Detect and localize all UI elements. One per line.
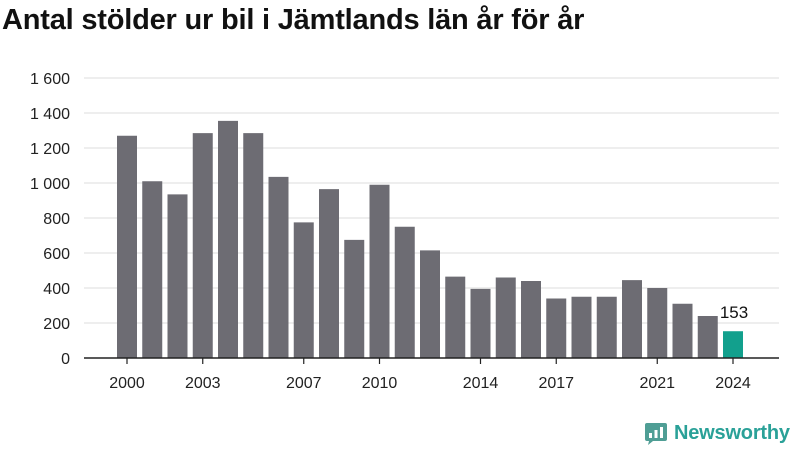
y-tick-label: 200: [43, 316, 70, 333]
newsworthy-logo-icon: [645, 423, 667, 445]
y-tick-label: 1 000: [30, 176, 70, 193]
bar: [167, 194, 188, 358]
bar: [369, 184, 390, 358]
bar: [394, 226, 415, 358]
bar: [218, 120, 238, 358]
bar: [672, 303, 693, 358]
y-tick-label: 600: [43, 246, 70, 263]
bar: [571, 296, 592, 358]
x-tick-label: 2017: [538, 375, 574, 392]
x-tick-label: 2014: [463, 375, 499, 392]
x-tick-label: 2000: [109, 375, 145, 392]
bar: [117, 135, 137, 358]
x-tick-label: 2003: [185, 375, 221, 392]
bar: [546, 298, 567, 358]
y-tick-label: 800: [43, 211, 70, 228]
bar: [192, 133, 213, 358]
bar: [495, 277, 516, 358]
y-tick-label: 400: [43, 281, 70, 298]
bar: [647, 288, 668, 358]
y-tick-label: 1 600: [30, 71, 70, 88]
bar: [243, 133, 264, 358]
bar: [344, 239, 365, 358]
y-tick-label: 0: [61, 351, 70, 368]
y-tick-label: 1 400: [30, 106, 70, 123]
bar: [596, 296, 617, 358]
bar: [697, 316, 718, 358]
x-tick-label: 2024: [715, 375, 751, 392]
chart-title: Antal stölder ur bil i Jämtlands län år …: [2, 4, 585, 36]
bar: [445, 276, 466, 358]
bar: [293, 222, 314, 358]
bar: [470, 288, 491, 358]
data-label: 153: [720, 303, 748, 322]
bar: [521, 281, 541, 358]
brand-name: Newsworthy: [674, 421, 790, 444]
newsworthy-brand[interactable]: Newsworthy: [644, 420, 790, 446]
bar: [420, 250, 440, 358]
bar: [268, 176, 289, 358]
x-tick-label: 2007: [286, 375, 322, 392]
highlight-bar: [723, 331, 743, 358]
x-tick-label: 2010: [362, 375, 398, 392]
bar: [622, 280, 642, 358]
bar: [319, 189, 339, 358]
bar: [142, 181, 163, 358]
y-tick-label: 1 200: [30, 141, 70, 158]
x-tick-label: 2021: [639, 375, 675, 392]
